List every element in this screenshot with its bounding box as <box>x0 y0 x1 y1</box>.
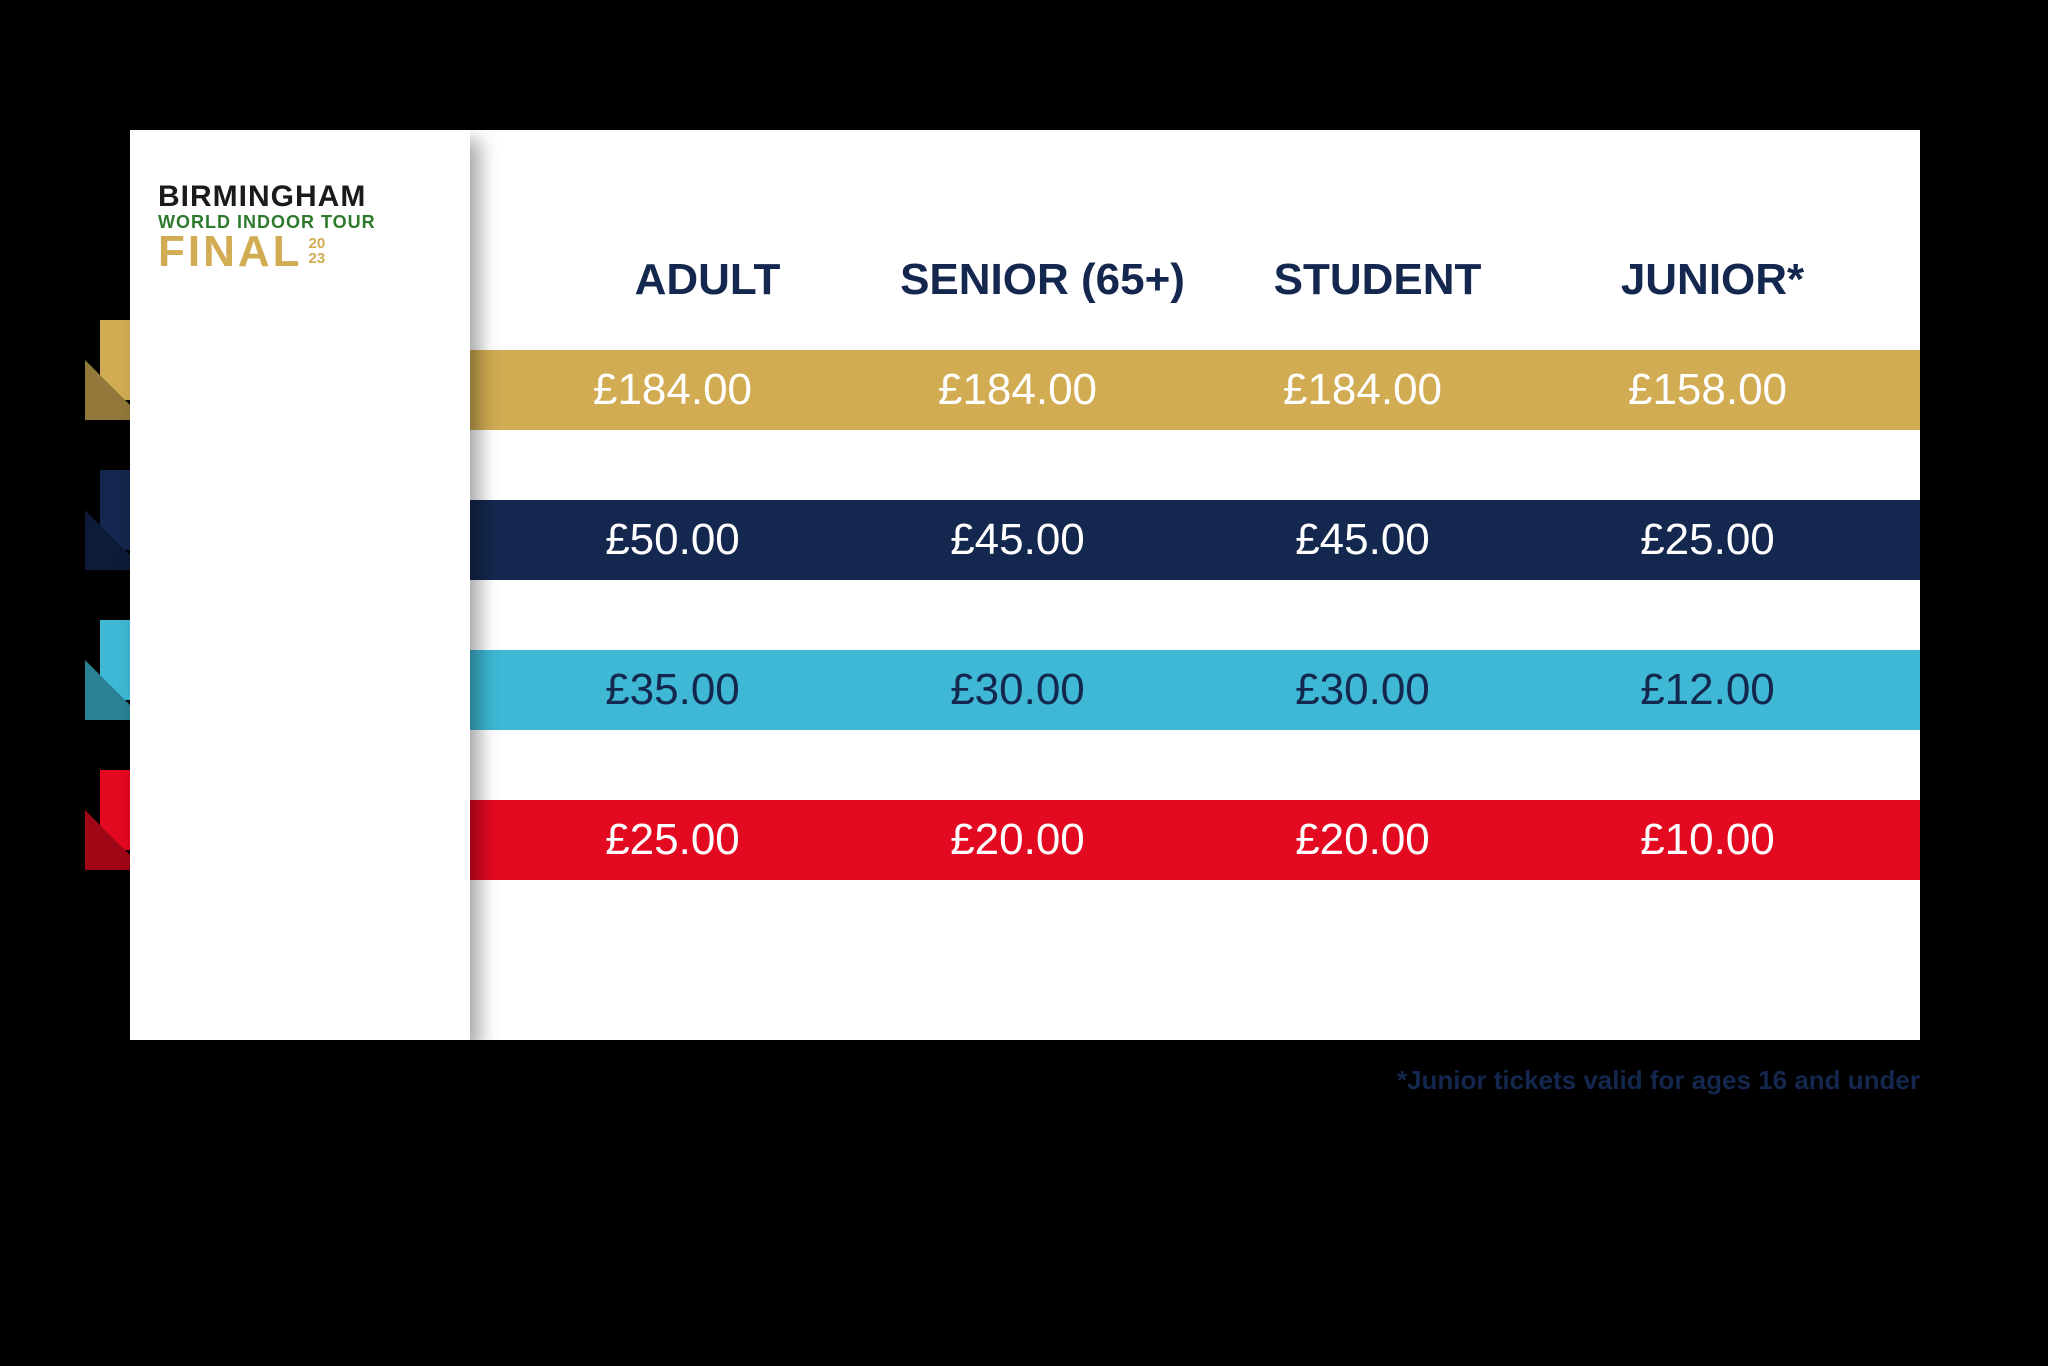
logo-year-bottom: 23 <box>309 251 326 266</box>
price-hosp-3: £158.00 <box>1535 365 1880 415</box>
price-c-2: £20.00 <box>1190 815 1535 865</box>
price-c-3: £10.00 <box>1535 815 1880 865</box>
price-card: ADULT SENIOR (65+) STUDENT JUNIOR* £184.… <box>430 130 1920 1040</box>
price-c-0: £25.00 <box>500 815 845 865</box>
col-student: STUDENT <box>1210 255 1545 305</box>
price-hosp-1: £184.00 <box>845 365 1190 415</box>
price-b-2: £30.00 <box>1190 665 1535 715</box>
price-a-3: £25.00 <box>1535 515 1880 565</box>
logo-line-1: BIRMINGHAM <box>158 180 442 214</box>
logo-year-top: 20 <box>309 236 326 251</box>
col-junior: JUNIOR* <box>1545 255 1880 305</box>
price-a-0: £50.00 <box>500 515 845 565</box>
price-band-b: £35.00£30.00£30.00£12.00 <box>390 650 1920 730</box>
price-b-3: £12.00 <box>1535 665 1880 715</box>
price-a-2: £45.00 <box>1190 515 1535 565</box>
price-band-c: £25.00£20.00£20.00£10.00 <box>390 800 1920 880</box>
price-c-1: £20.00 <box>845 815 1190 865</box>
col-senior: SENIOR (65+) <box>875 255 1210 305</box>
price-a-1: £45.00 <box>845 515 1190 565</box>
logo-line-3: FINAL <box>158 230 303 274</box>
price-hosp-0: £184.00 <box>500 365 845 415</box>
column-headers: ADULT SENIOR (65+) STUDENT JUNIOR* <box>540 255 1880 305</box>
price-hosp-2: £184.00 <box>1190 365 1535 415</box>
logo-line-3-row: FINAL 20 23 <box>158 230 442 274</box>
price-b-0: £35.00 <box>500 665 845 715</box>
footnote: *Junior tickets valid for ages 16 and un… <box>1397 1065 1920 1096</box>
logo-year: 20 23 <box>309 230 326 266</box>
logo-card: BIRMINGHAM WORLD INDOOR TOUR FINAL 20 23 <box>130 130 470 1040</box>
col-adult: ADULT <box>540 255 875 305</box>
price-band-hosp: £184.00£184.00£184.00£158.00 <box>390 350 1920 430</box>
price-band-a: £50.00£45.00£45.00£25.00 <box>390 500 1920 580</box>
price-b-1: £30.00 <box>845 665 1190 715</box>
